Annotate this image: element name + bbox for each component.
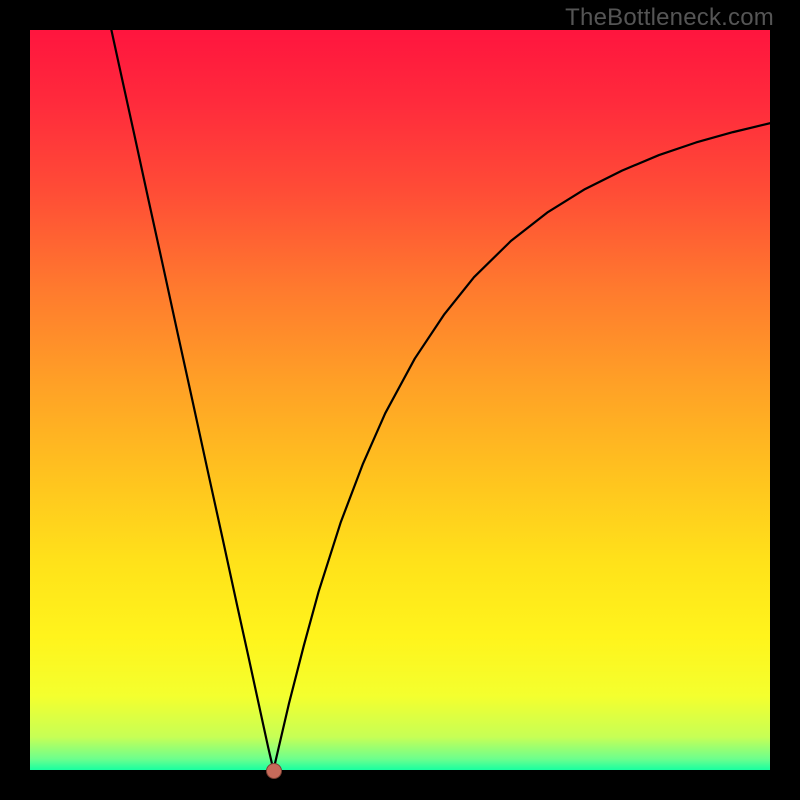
gradient-background	[30, 30, 770, 770]
figure-canvas: TheBottleneck.com	[0, 0, 800, 800]
plot-area	[30, 30, 770, 770]
watermark-text: TheBottleneck.com	[565, 4, 774, 32]
minimum-marker	[266, 763, 282, 779]
